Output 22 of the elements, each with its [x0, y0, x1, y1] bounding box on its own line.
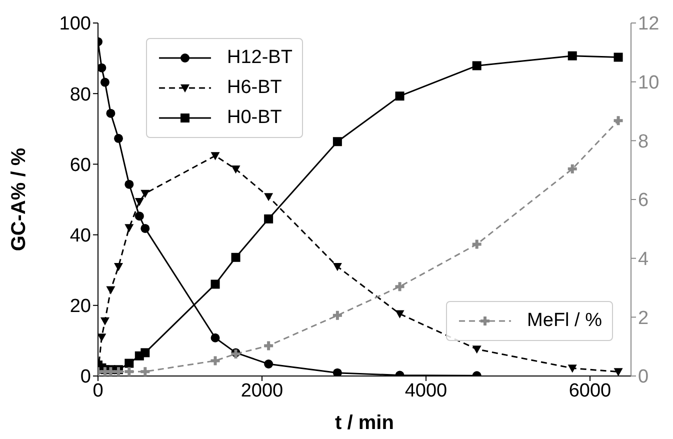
- y-tick-label: 80: [70, 84, 91, 106]
- y2-tick-label: 12: [638, 14, 660, 35]
- legend-label: H6-BT: [227, 77, 282, 99]
- legend-label: MeFl / %: [527, 310, 602, 332]
- x-axis-title: t / min: [335, 412, 394, 434]
- y-axis-title: GC-A% / %: [8, 148, 30, 252]
- legend-label: H12-BT: [227, 47, 292, 69]
- y2-tick-label: 0: [638, 366, 649, 388]
- legend-label: H0-BT: [227, 107, 282, 129]
- y-tick-label: 40: [70, 226, 91, 247]
- x-tick-label: 2000: [240, 380, 284, 402]
- y-tick-label: 0: [80, 366, 91, 388]
- y2-tick-label: 2: [638, 308, 649, 329]
- y-tick-label: 60: [70, 154, 91, 176]
- y2-tick-label: 8: [638, 131, 649, 152]
- y-tick-label: 20: [70, 296, 91, 318]
- y2-tick-label: 4: [638, 249, 649, 270]
- y2-tick-label: 10: [638, 72, 660, 94]
- y-tick-label: 100: [59, 14, 91, 35]
- x-tick-label: 6000: [568, 380, 612, 402]
- y2-tick-label: 6: [638, 190, 649, 212]
- x-tick-label: 4000: [404, 380, 448, 402]
